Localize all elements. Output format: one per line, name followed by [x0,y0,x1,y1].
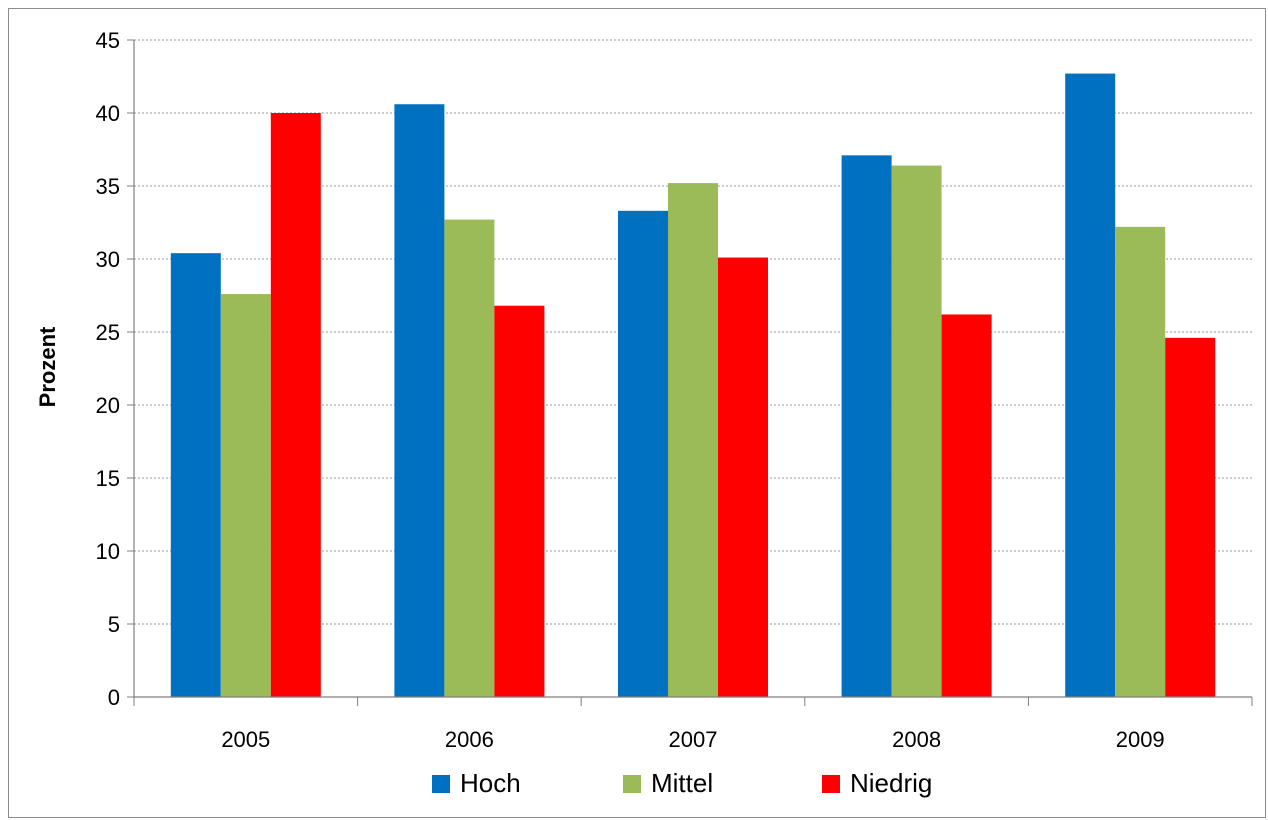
y-tick-label: 20 [96,393,120,418]
bar-mittel-2006 [444,219,495,697]
bar-mittel-2005 [220,294,271,697]
y-tick-labels: 0 5 10 15 20 25 30 35 40 45 [96,28,120,710]
axes [127,39,1253,706]
x-tick-labels: 2005 2006 2007 2008 2009 [221,727,1164,752]
y-tick-label: 25 [96,320,120,345]
y-tick-label: 30 [96,247,120,272]
legend-label-niedrig: Niedrig [850,768,932,798]
y-tick-label: 15 [96,466,120,491]
bar-mittel-2007 [668,183,718,697]
legend-swatch-hoch [432,775,450,793]
bar-hoch-2008 [841,155,892,698]
x-tick-label: 2009 [1116,727,1165,752]
x-tick-label: 2006 [445,727,494,752]
legend-swatch-mittel [623,775,641,793]
y-tick-label: 45 [96,28,120,53]
y-tick-label: 0 [108,685,120,710]
legend-label-mittel: Mittel [651,768,713,798]
bar-mittel-2009 [1115,226,1166,697]
y-tick-label: 10 [96,539,120,564]
bar-niedrig-2006 [494,305,545,697]
y-axis-title: Prozent [35,326,60,407]
bars [170,73,1216,698]
bar-hoch-2006 [394,104,445,698]
bar-niedrig-2008 [941,314,992,697]
bar-hoch-2009 [1065,73,1116,697]
bar-niedrig-2007 [718,257,768,697]
bar-hoch-2005 [170,253,221,697]
y-tick-label: 40 [96,101,120,126]
legend: Hoch Mittel Niedrig [432,768,932,798]
bar-hoch-2007 [618,210,668,697]
x-tick-label: 2008 [892,727,941,752]
y-tick-label: 5 [108,612,120,637]
x-tick-label: 2005 [221,727,270,752]
bar-niedrig-2005 [270,113,321,697]
x-tick-label: 2007 [669,727,718,752]
bar-mittel-2008 [891,165,942,697]
bar-niedrig-2009 [1165,337,1216,697]
legend-label-hoch: Hoch [460,768,521,798]
legend-swatch-niedrig [822,775,840,793]
y-tick-label: 35 [96,174,120,199]
